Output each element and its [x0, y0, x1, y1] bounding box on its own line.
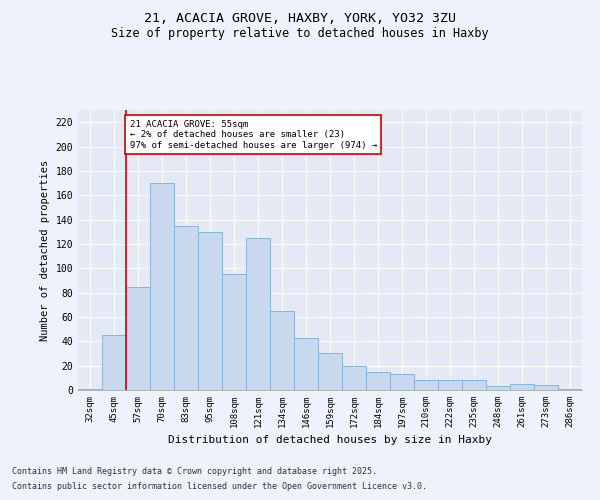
Bar — [558, 389, 582, 390]
Y-axis label: Number of detached properties: Number of detached properties — [40, 160, 50, 340]
Bar — [78, 389, 102, 390]
Bar — [390, 374, 414, 390]
Bar — [462, 380, 486, 390]
Bar — [414, 380, 438, 390]
Text: 21, ACACIA GROVE, HAXBY, YORK, YO32 3ZU: 21, ACACIA GROVE, HAXBY, YORK, YO32 3ZU — [144, 12, 456, 26]
Text: Contains HM Land Registry data © Crown copyright and database right 2025.: Contains HM Land Registry data © Crown c… — [12, 467, 377, 476]
Bar — [222, 274, 246, 390]
Bar — [126, 286, 150, 390]
Bar — [174, 226, 198, 390]
Bar — [150, 183, 174, 390]
Bar — [486, 386, 510, 390]
Bar — [510, 384, 534, 390]
Bar — [102, 335, 126, 390]
Bar — [294, 338, 318, 390]
Bar — [534, 385, 558, 390]
Text: 21 ACACIA GROVE: 55sqm
← 2% of detached houses are smaller (23)
97% of semi-deta: 21 ACACIA GROVE: 55sqm ← 2% of detached … — [130, 120, 377, 150]
Bar — [366, 372, 390, 390]
Text: Contains public sector information licensed under the Open Government Licence v3: Contains public sector information licen… — [12, 482, 427, 491]
Bar — [318, 354, 342, 390]
Text: Size of property relative to detached houses in Haxby: Size of property relative to detached ho… — [111, 28, 489, 40]
Bar — [438, 380, 462, 390]
Bar — [246, 238, 270, 390]
Bar — [270, 311, 294, 390]
Bar — [342, 366, 366, 390]
Bar — [198, 232, 222, 390]
X-axis label: Distribution of detached houses by size in Haxby: Distribution of detached houses by size … — [168, 436, 492, 446]
